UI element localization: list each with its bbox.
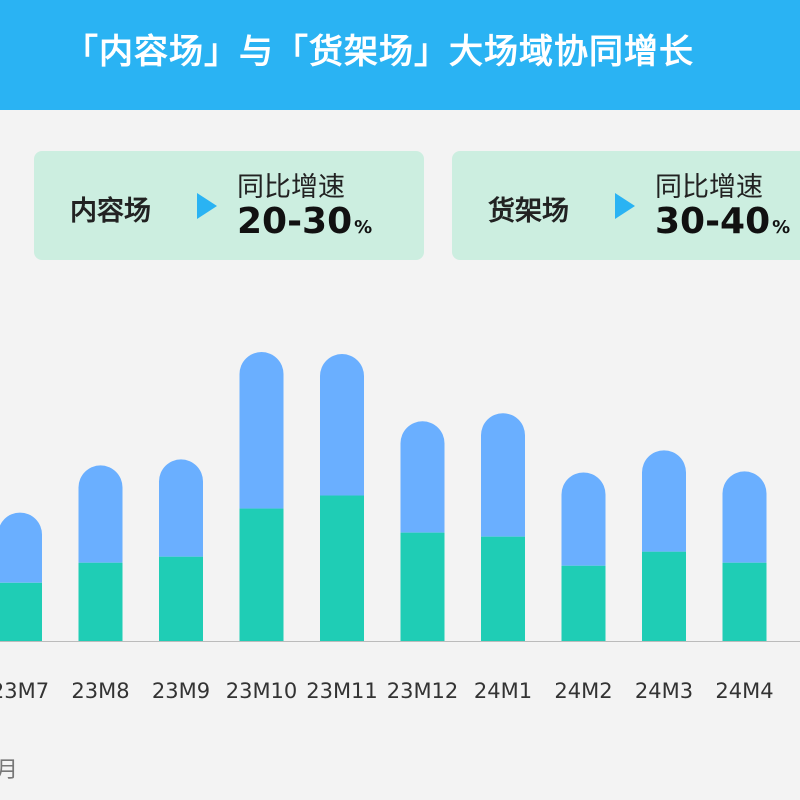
x-tick-label: 24M3 — [635, 679, 693, 703]
x-tick-label: 24M2 — [554, 679, 612, 703]
card-name: 内容场 — [70, 196, 151, 227]
bar-upper-24M1 — [481, 413, 525, 537]
bar-lower-23M11 — [320, 495, 364, 641]
bar-lower-23M12 — [400, 532, 445, 641]
bar-lower-23M8 — [78, 562, 123, 641]
x-tick-label: 23M11 — [306, 679, 378, 703]
bar-lower-24M3 — [642, 551, 686, 641]
card-value-number: 30-40 — [655, 201, 771, 242]
bar-upper-23M10 — [239, 352, 284, 509]
card-value-unit: % — [354, 217, 373, 238]
card-value-number: 20-30 — [237, 201, 353, 242]
card-value: 20-30% — [237, 201, 372, 242]
x-tick-label: 23M8 — [71, 679, 129, 703]
x-tick-label: 24M4 — [715, 679, 773, 703]
x-tick-label: 24M1 — [474, 679, 532, 703]
bar-lower-23M10 — [239, 508, 284, 641]
shelf-field-card: 货架场 同比增速 30-40% — [452, 151, 800, 260]
card-label: 同比增速 — [237, 172, 345, 203]
bar-upper-24M2 — [561, 472, 606, 566]
bar-upper-23M12 — [400, 421, 445, 533]
bar-upper-23M8 — [78, 465, 123, 563]
x-tick-label: 23M12 — [387, 679, 459, 703]
bar-upper-24M3 — [642, 450, 686, 552]
card-value: 30-40% — [655, 201, 790, 242]
triangle-arrow-icon — [615, 193, 635, 219]
triangle-arrow-icon — [197, 193, 217, 219]
footnote: 月 — [0, 758, 19, 783]
header-banner: 「内容场」与「货架场」大场域协同增长 — [0, 0, 800, 110]
bar-upper-23M7 — [0, 512, 42, 583]
bar-lower-23M7 — [0, 582, 42, 641]
bar-lower-24M2 — [561, 565, 606, 641]
x-tick-label: 23M7 — [0, 679, 49, 703]
x-tick-label: 23M10 — [226, 679, 298, 703]
card-value-unit: % — [772, 217, 791, 238]
bar-upper-24M4 — [722, 471, 767, 563]
bar-lower-23M9 — [159, 556, 203, 641]
bar-lower-24M4 — [722, 562, 767, 641]
bar-lower-24M1 — [481, 536, 525, 641]
bar-upper-23M11 — [320, 354, 364, 496]
x-tick-label: 23M9 — [152, 679, 210, 703]
card-name: 货架场 — [488, 196, 569, 227]
content-field-card: 内容场 同比增速 20-30% — [34, 151, 424, 260]
page-title: 「内容场」与「货架场」大场域协同增长 — [64, 32, 694, 72]
card-label: 同比增速 — [655, 172, 763, 203]
bar-upper-23M9 — [159, 459, 203, 557]
